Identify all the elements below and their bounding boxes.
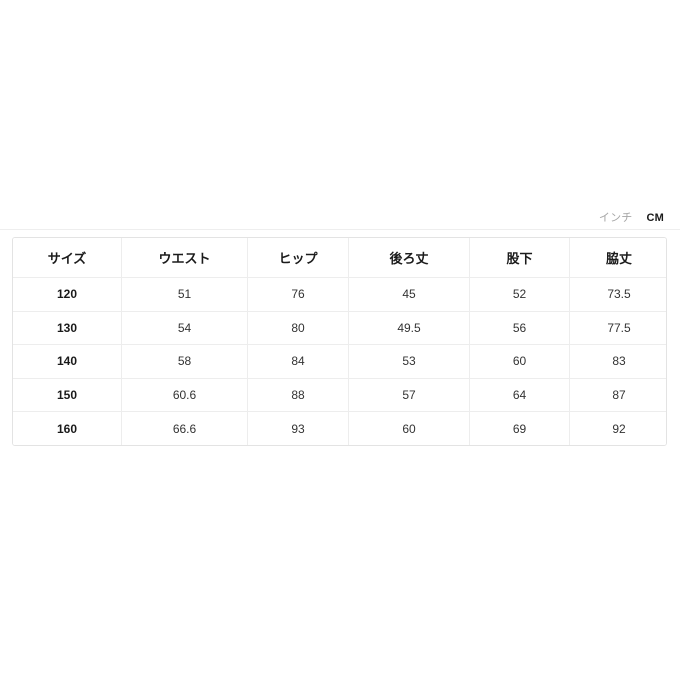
unit-option-inch[interactable]: インチ: [598, 212, 633, 224]
side-length-value: 73.5: [569, 277, 666, 311]
hip-value: 93: [247, 411, 348, 445]
size-chart-table-container: サイズ ウエスト ヒップ 後ろ丈 股下 脇丈 120 51 76 45 52 7…: [12, 237, 667, 446]
size-row-150: 150 60.6 88 57 64 87: [13, 377, 666, 412]
col-header-hip: ヒップ: [247, 238, 348, 277]
inseam-value: 60: [469, 344, 569, 378]
hip-value: 76: [247, 277, 348, 311]
col-header-side-length: 脇丈: [569, 238, 666, 277]
back-length-value: 57: [348, 377, 469, 412]
inseam-value: 52: [469, 277, 569, 311]
size-label: 120: [13, 277, 121, 311]
back-length-value: 45: [348, 277, 469, 311]
size-row-140: 140 58 84 53 60 83: [13, 344, 666, 378]
side-length-value: 77.5: [569, 310, 666, 345]
back-length-value: 49.5: [348, 310, 469, 345]
size-chart-table: サイズ ウエスト ヒップ 後ろ丈 股下 脇丈 120 51 76 45 52 7…: [13, 238, 666, 445]
unit-option-cm[interactable]: CM: [646, 212, 664, 224]
col-header-inseam: 股下: [469, 238, 569, 277]
waist-value: 58: [121, 344, 247, 378]
size-label: 150: [13, 377, 121, 412]
size-row-160: 160 66.6 93 60 69 92: [13, 411, 666, 445]
size-label: 140: [13, 344, 121, 378]
inseam-value: 69: [469, 411, 569, 445]
back-length-value: 53: [348, 344, 469, 378]
waist-value: 51: [121, 277, 247, 311]
side-length-value: 87: [569, 377, 666, 412]
header-row: サイズ ウエスト ヒップ 後ろ丈 股下 脇丈: [13, 238, 666, 277]
side-length-value: 83: [569, 344, 666, 378]
back-length-value: 60: [348, 411, 469, 445]
col-header-waist: ウエスト: [121, 238, 247, 277]
section-divider: [0, 229, 680, 230]
waist-value: 54: [121, 310, 247, 345]
unit-toggle: インチ CM: [599, 213, 664, 224]
hip-value: 80: [247, 310, 348, 345]
hip-value: 84: [247, 344, 348, 378]
size-row-130: 130 54 80 49.5 56 77.5: [13, 310, 666, 345]
hip-value: 88: [247, 377, 348, 412]
inseam-value: 56: [469, 310, 569, 345]
inseam-value: 64: [469, 377, 569, 412]
size-row-120: 120 51 76 45 52 73.5: [13, 277, 666, 311]
waist-value: 60.6: [121, 377, 247, 412]
size-label: 160: [13, 411, 121, 445]
waist-value: 66.6: [121, 411, 247, 445]
size-label: 130: [13, 310, 121, 345]
side-length-value: 92: [569, 411, 666, 445]
col-header-size: サイズ: [13, 238, 121, 277]
col-header-back-length: 後ろ丈: [348, 238, 469, 277]
